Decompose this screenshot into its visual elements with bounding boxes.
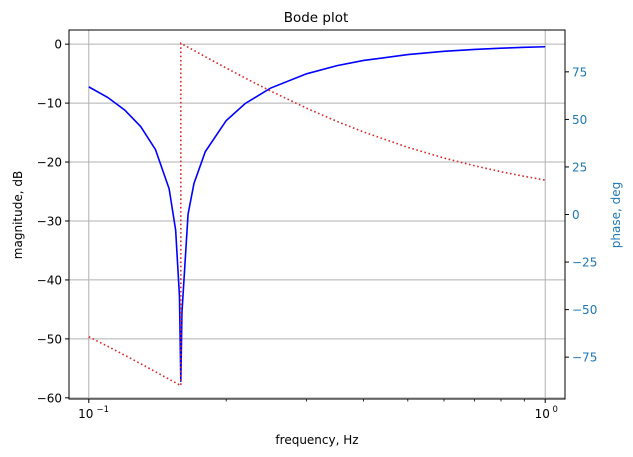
x-axis-label: frequency, Hz <box>275 433 358 447</box>
y-tick-label-right: 75 <box>572 65 587 79</box>
y-axis-label-left: magnitude, dB <box>11 171 25 259</box>
y-axis-right: 75 50 25 0 −25 −50 −75 <box>565 65 597 365</box>
x-tick-label: 10 <box>535 407 550 421</box>
magnitude-line <box>88 45 546 382</box>
x-tick-exponent: 0 <box>552 405 557 415</box>
y-tick-label-right: 25 <box>572 160 587 174</box>
y-tick-label-left: −30 <box>37 214 62 228</box>
y-tick-label-left: 0 <box>54 38 62 52</box>
axes-frame <box>68 29 566 400</box>
y-tick-label-right: −75 <box>572 351 597 365</box>
y-tick-label-left: −10 <box>37 97 62 111</box>
y-axis-label-right: phase, deg <box>609 182 623 248</box>
y-tick-label-right: −50 <box>572 303 597 317</box>
y-tick-label-left: −40 <box>37 273 62 287</box>
y-axis-left: 0 −10 −20 −30 −40 −50 −60 <box>37 38 69 405</box>
x-tick-label: 10 <box>78 407 93 421</box>
y-tick-label-left: −50 <box>37 332 62 346</box>
x-tick-exponent: −1 <box>97 405 110 415</box>
plot-area <box>88 41 546 388</box>
y-tick-label-left: −20 <box>37 156 62 170</box>
y-tick-label-left: −60 <box>37 391 62 405</box>
y-tick-label-right: 50 <box>572 113 587 127</box>
y-tick-label-right: 0 <box>572 208 580 222</box>
y-tick-label-right: −25 <box>572 256 597 270</box>
phase-line <box>88 41 546 388</box>
chart-title: Bode plot <box>284 10 349 26</box>
grid-lines <box>69 30 565 399</box>
x-axis: 10 −1 10 0 <box>78 399 558 421</box>
